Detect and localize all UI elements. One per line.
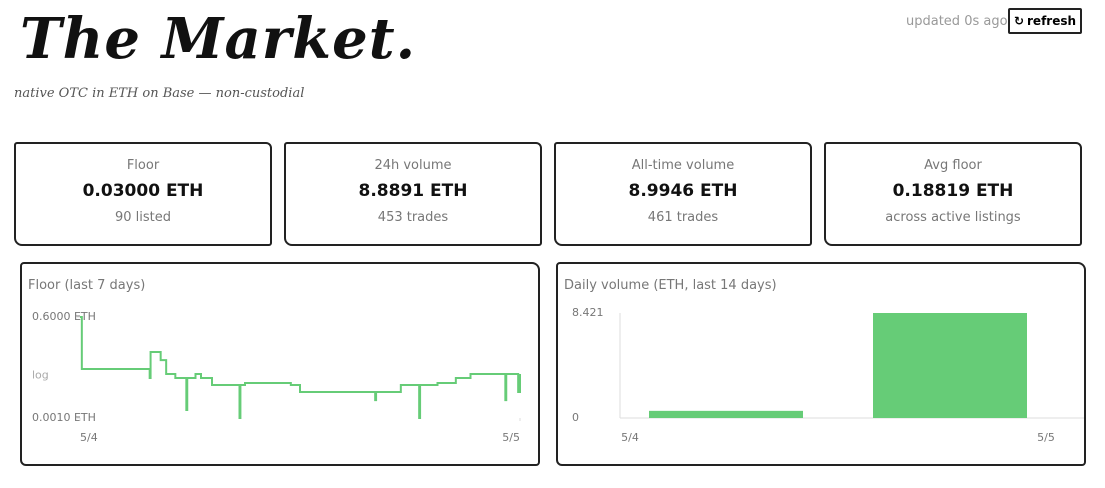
- app-subtitle: native OTC in ETH on Base — non-custodia…: [14, 86, 305, 101]
- app-title: The Market.: [20, 6, 417, 72]
- updated-status: updated 0s ago: [906, 14, 1008, 29]
- scale-label: log: [32, 369, 49, 382]
- stat-value: 8.8891 ETH: [358, 181, 468, 201]
- stat-value: 0.18819 ETH: [892, 181, 1014, 201]
- x-tick-label: 5/5: [1037, 431, 1055, 444]
- stat-label: Avg floor: [924, 158, 982, 173]
- stat-value: 8.9946 ETH: [628, 181, 738, 201]
- y-tick-label: 0.0010 ETH: [32, 411, 96, 424]
- stat-card: Floor 0.03000 ETH 90 listed: [14, 142, 272, 246]
- stat-label: All-time volume: [631, 158, 735, 173]
- stat-sub: 90 listed: [114, 210, 172, 225]
- x-tick-label: 5/5: [502, 431, 520, 444]
- x-tick-label: 5/4: [80, 431, 98, 444]
- bar: [649, 410, 803, 418]
- stat-card: Avg floor 0.18819 ETH across active listin…: [824, 142, 1082, 246]
- stat-sub: across active listings: [885, 210, 1021, 225]
- stat-card: All-time volume 8.9946 ETH 461 trades: [554, 142, 812, 246]
- stat-sub: 461 trades: [647, 210, 719, 225]
- stat-label: 24h volume: [374, 158, 452, 173]
- y-tick-label: 0.6000 ETH: [32, 310, 96, 323]
- stat-label: Floor: [126, 158, 160, 173]
- refresh-button[interactable]: ↻ refresh: [1008, 8, 1082, 34]
- chart-title: Floor (last 7 days): [28, 278, 146, 293]
- chart-title: Daily volume (ETH, last 14 days): [564, 278, 777, 293]
- floor-line: [80, 316, 521, 419]
- y-tick-label: 8.421: [572, 306, 604, 319]
- chart-panel: Daily volume (ETH, last 14 days): [556, 262, 1086, 466]
- chart-panel: Floor (last 7 days): [20, 262, 540, 466]
- y-tick-label: 0: [572, 411, 579, 424]
- bar: [873, 313, 1027, 418]
- stat-sub: 453 trades: [377, 210, 449, 225]
- stat-value: 0.03000 ETH: [82, 181, 204, 201]
- stat-card: 24h volume 8.8891 ETH 453 trades: [284, 142, 542, 246]
- x-tick-label: 5/4: [621, 431, 639, 444]
- refresh-label: refresh: [1027, 14, 1077, 28]
- refresh-icon: ↻: [1013, 14, 1025, 28]
